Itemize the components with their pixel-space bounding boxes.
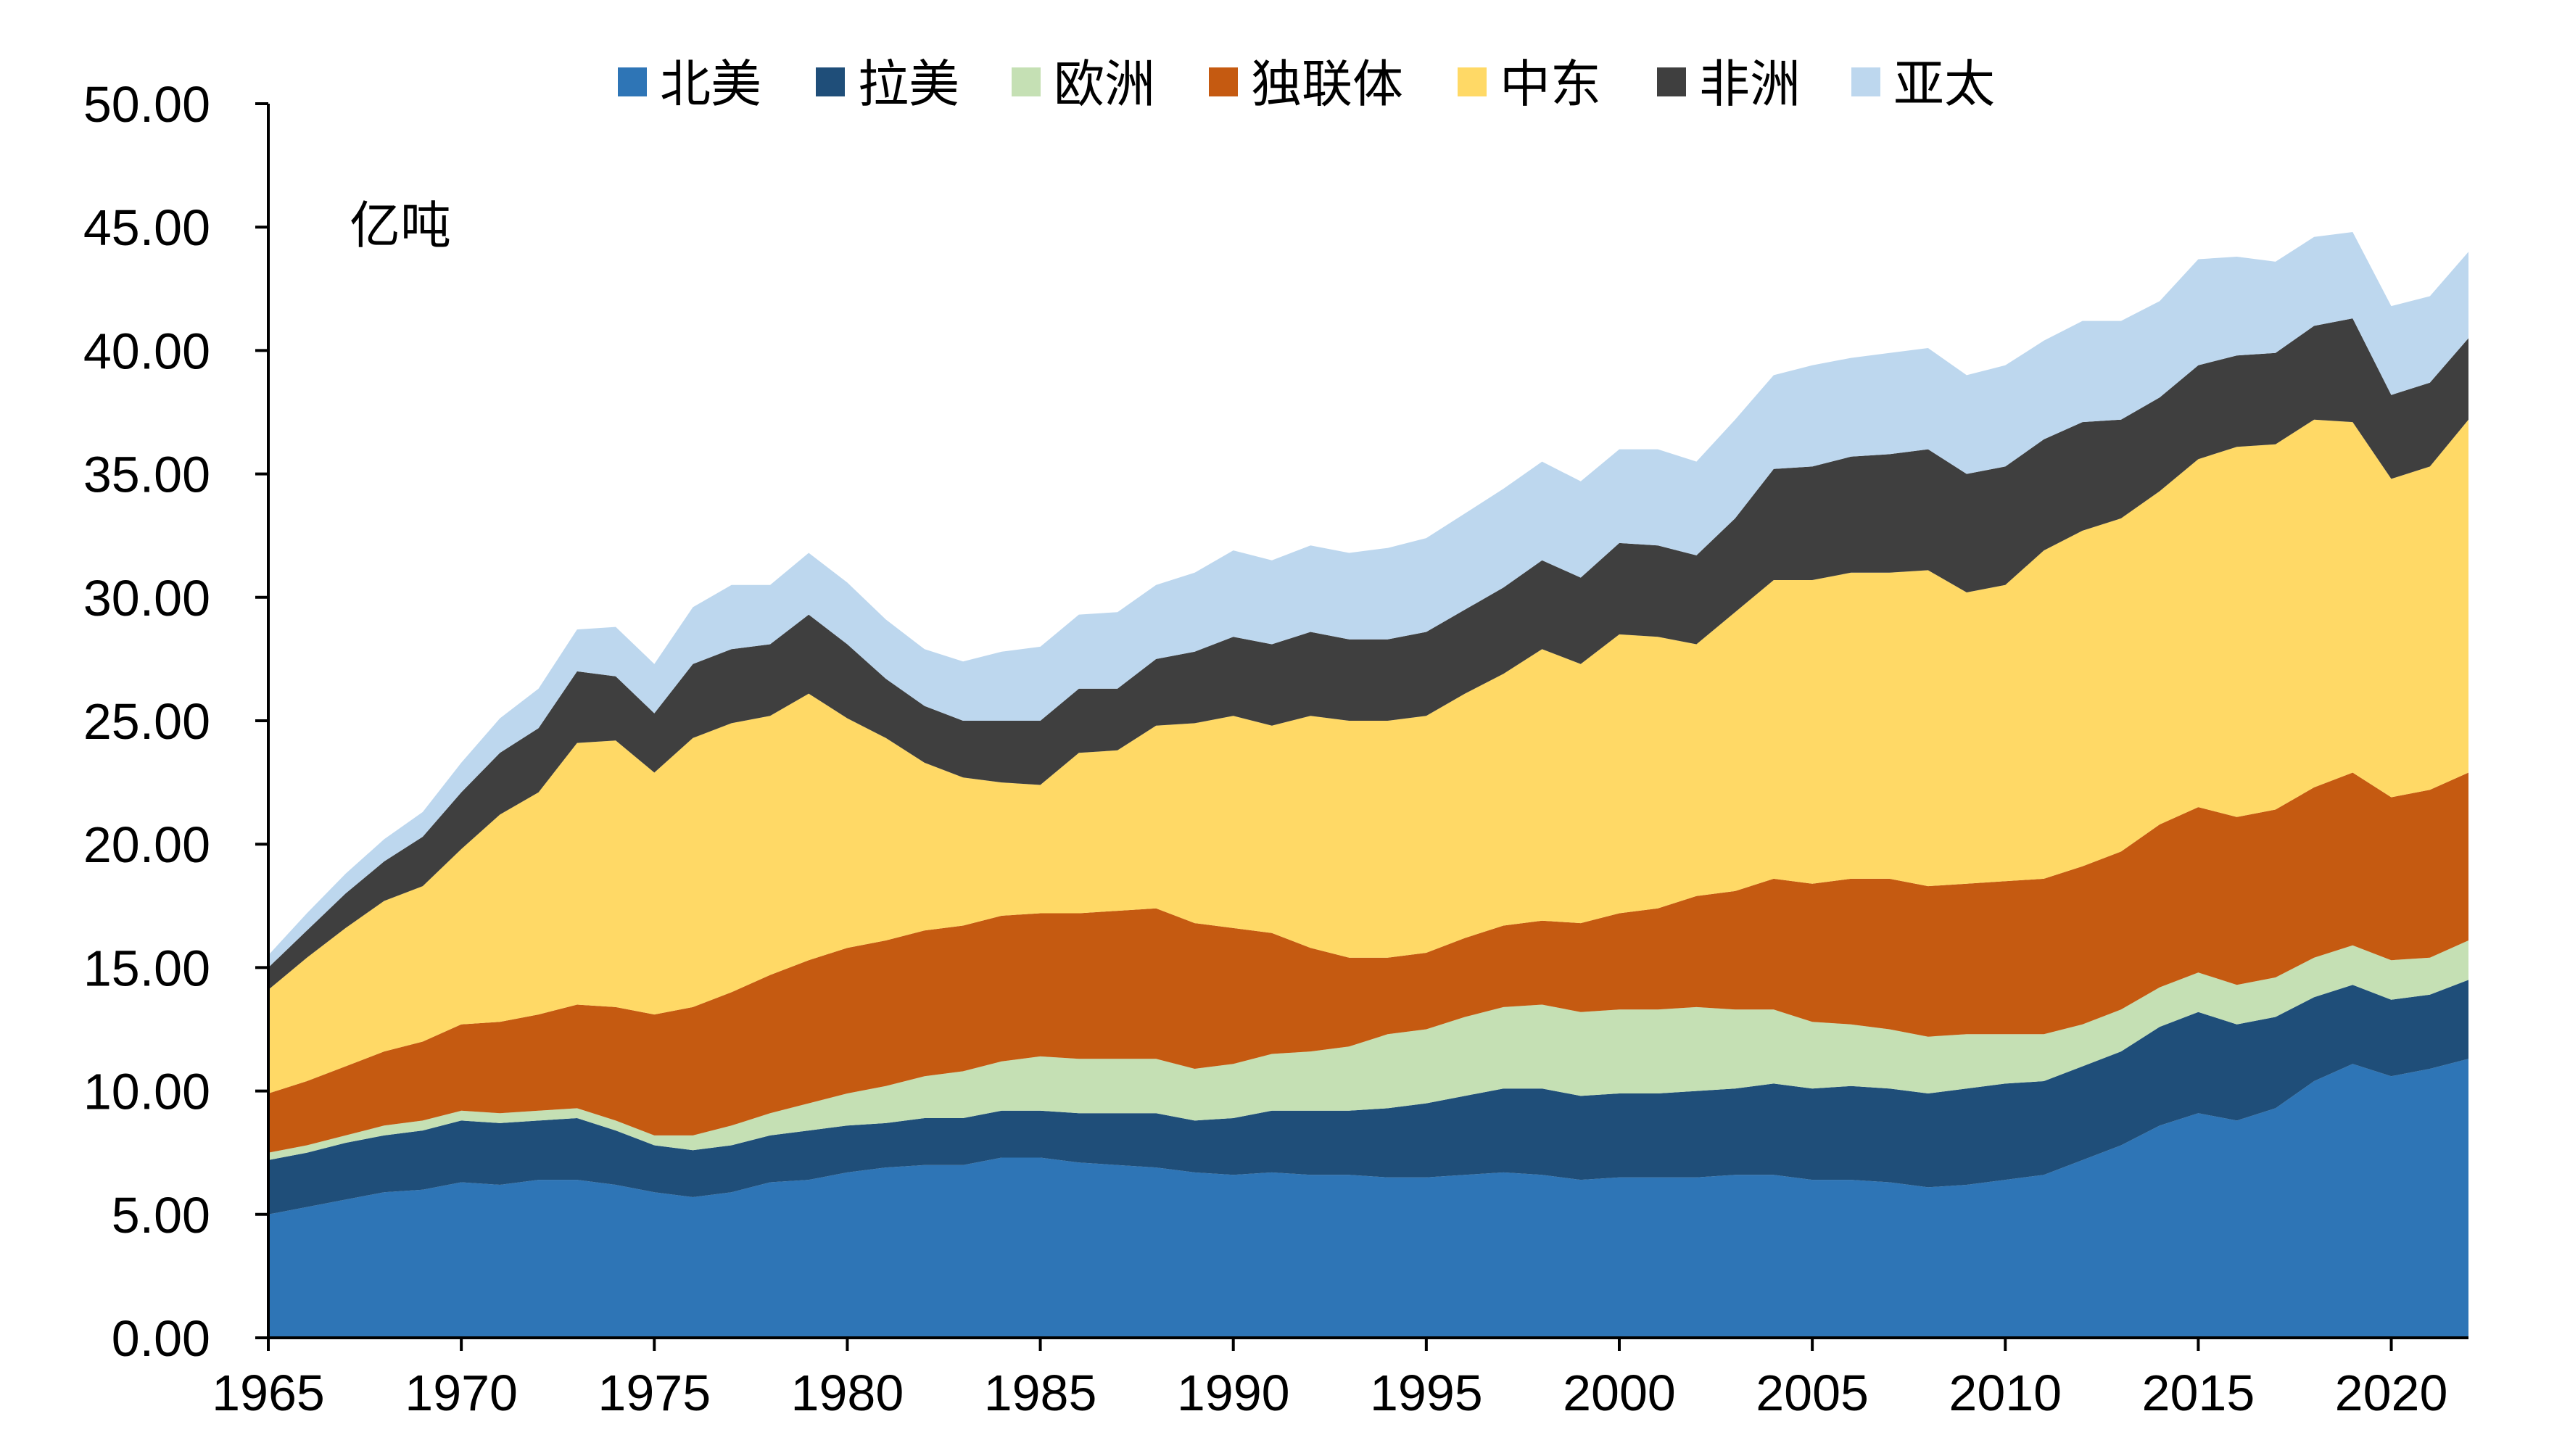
legend-label: 北美 [660, 54, 761, 114]
legend-swatch [1209, 67, 1238, 96]
x-tick-label: 1995 [1370, 1365, 1483, 1421]
y-tick-label: 25.00 [83, 693, 210, 750]
area-series-6 [268, 318, 2468, 990]
y-tick-label: 0.00 [112, 1310, 210, 1367]
y-tick-label: 40.00 [83, 323, 210, 379]
x-tick-label: 1965 [212, 1365, 325, 1421]
area-series-group [268, 232, 2468, 1338]
x-tick-label: 1975 [598, 1365, 711, 1421]
area-series-3 [268, 940, 2468, 1160]
x-tick-label: 1985 [984, 1365, 1097, 1421]
x-tick-label: 2015 [2142, 1365, 2255, 1421]
y-tick-label: 35.00 [83, 447, 210, 503]
legend-label: 欧洲 [1054, 54, 1155, 114]
x-tick-label: 1980 [791, 1365, 904, 1421]
x-tick-label: 1990 [1177, 1365, 1290, 1421]
legend-swatch [618, 67, 647, 96]
legend-swatch [1458, 67, 1487, 96]
x-tick-label: 2020 [2335, 1365, 2448, 1421]
legend-label: 亚太 [1893, 54, 1995, 114]
x-tick-label: 1970 [405, 1365, 518, 1421]
legend-swatch [1012, 67, 1041, 96]
y-tick-label: 20.00 [83, 816, 210, 873]
y-tick-label: 30.00 [83, 570, 210, 626]
y-tick-label: 5.00 [112, 1187, 210, 1244]
y-tick-label: 50.00 [83, 76, 210, 133]
legend-swatch [816, 67, 845, 96]
y-axis-ticks: 0.00 5.00 10.00 15.00 20.00 25.00 30.00 35.00 40… [83, 76, 268, 1367]
x-tick-label: 2000 [1563, 1365, 1676, 1421]
unit-label: 亿吨 [350, 196, 451, 255]
legend-swatch [1851, 67, 1880, 96]
y-tick-label: 15.00 [83, 940, 210, 996]
legend-label: 非洲 [1699, 54, 1801, 114]
area-series-1 [268, 1059, 2468, 1338]
legend-label: 独联体 [1251, 54, 1403, 114]
x-tick-label: 2005 [1756, 1365, 1869, 1421]
legend-label: 中东 [1500, 54, 1601, 114]
area-series-2 [268, 980, 2468, 1215]
x-tick-label: 2010 [1949, 1365, 2062, 1421]
area-series-5 [268, 419, 2468, 1093]
y-tick-label: 10.00 [83, 1064, 210, 1120]
legend: 北美 拉美 欧洲 独联体 中东 非洲 亚太 [618, 54, 1995, 114]
area-series-4 [268, 772, 2468, 1153]
legend-label: 拉美 [858, 54, 959, 114]
x-axis-ticks: 1965 1970 1975 1980 1985 1990 1995 2000 2005 2010… [212, 1338, 2447, 1421]
area-series-7 [268, 232, 2468, 968]
legend-swatch [1657, 67, 1686, 96]
y-tick-label: 45.00 [83, 199, 210, 256]
